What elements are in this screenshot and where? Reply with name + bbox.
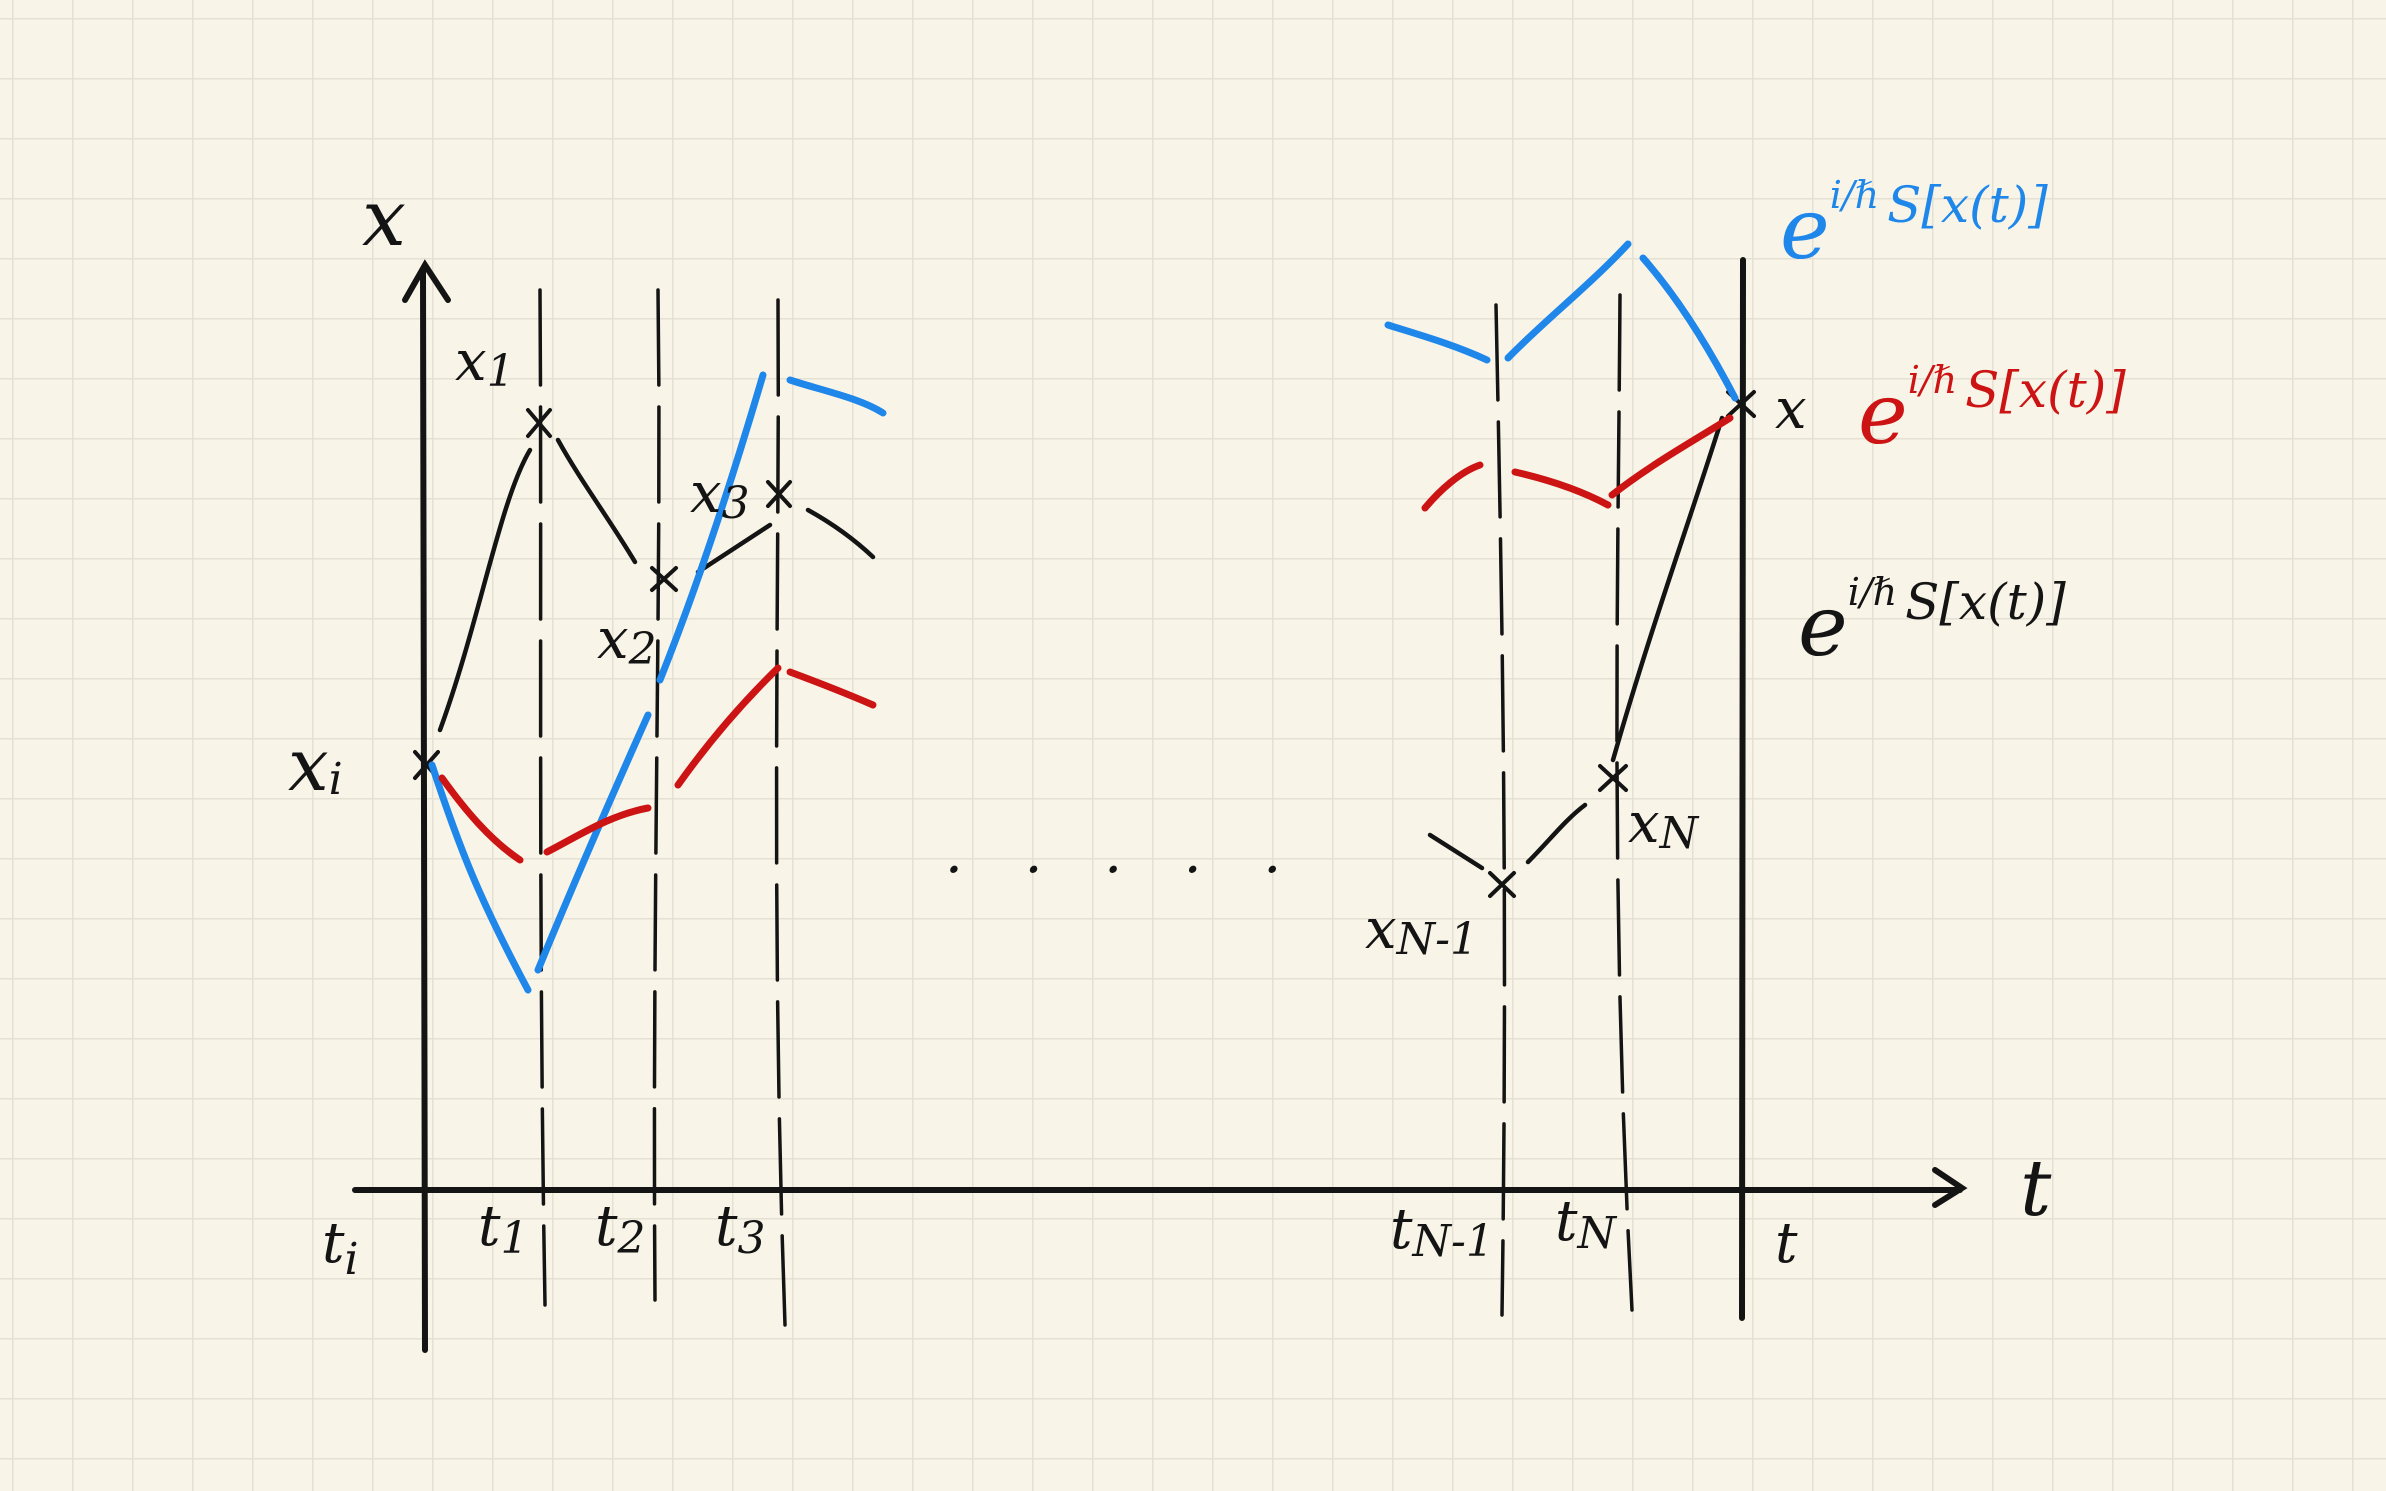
x2-base: x	[597, 607, 629, 672]
xN-1-sub: N-1	[1396, 914, 1478, 965]
red-path	[438, 414, 1734, 864]
blue-exp-action: S[x(t)]	[1887, 176, 2048, 234]
x-axis-arrow	[402, 259, 451, 303]
black-path-seg-4	[805, 507, 876, 560]
black-exp-base: e	[1798, 577, 1848, 675]
xN-1-label: xN-1	[1365, 897, 1478, 965]
black-path-seg-2	[555, 437, 638, 565]
black-path-seg-7	[1610, 415, 1725, 763]
x-i-base: x	[288, 723, 329, 807]
ellipsis: . . . . .	[945, 821, 1303, 886]
black-path-seg-6	[1525, 802, 1588, 865]
t-i-label: ti	[322, 1211, 359, 1285]
tN-1-sub: N-1	[1412, 1216, 1494, 1267]
x2-marker	[650, 566, 678, 592]
t3-base: t	[715, 1194, 738, 1259]
blue-path-seg-6	[1504, 240, 1632, 362]
time-slice-t1	[538, 288, 547, 1307]
red-path-seg-2	[543, 804, 652, 856]
x-i-label: xi	[288, 723, 343, 807]
black-path-seg-1	[437, 447, 533, 733]
time-slices	[538, 288, 1634, 1327]
time-slice-tN-1	[1494, 303, 1507, 1317]
black-path-seg-5	[1427, 832, 1485, 871]
tN-base: t	[1555, 1189, 1578, 1254]
t-axis-arrow	[1932, 1167, 1968, 1208]
blue-phase-factor: ei/ℏ S[x(t)]	[1780, 173, 2048, 278]
xN-1-marker	[1488, 871, 1516, 898]
blue-path-seg-1	[428, 761, 532, 994]
xN-1-base: x	[1365, 897, 1397, 962]
red-exp-base: e	[1858, 365, 1908, 463]
x1-base: x	[455, 329, 487, 394]
time-slice-t3	[774, 298, 787, 1327]
t-i-sub: i	[345, 1234, 359, 1285]
final-time-line	[1739, 257, 1746, 1321]
t2-base: t	[595, 1194, 618, 1259]
red-path-seg-5	[1421, 461, 1484, 512]
black-path	[437, 415, 1725, 871]
x2-label: x2	[597, 607, 657, 675]
black-path-seg-3	[695, 522, 773, 575]
x3-sub: 3	[722, 478, 750, 529]
t1-base: t	[478, 1194, 501, 1259]
x-i-sub: i	[329, 754, 343, 805]
black-exp-superscript: i/ℏ	[1848, 570, 1897, 614]
time-slice-t2	[652, 288, 661, 1302]
time-slice-tN	[1615, 293, 1634, 1312]
t2-label: t2	[595, 1194, 646, 1264]
black-phase-factor: ei/ℏ S[x(t)]	[1798, 570, 2066, 675]
blue-path-seg-5	[1384, 321, 1491, 364]
red-path-seg-4	[786, 668, 877, 709]
red-path-seg-6	[1511, 468, 1612, 509]
red-exp-superscript: i/ℏ	[1908, 358, 1957, 402]
x1-label: x1	[455, 329, 515, 397]
x-axis-label: x	[362, 174, 406, 264]
blue-path-seg-2	[534, 711, 652, 974]
xN-marker	[1598, 764, 1628, 792]
x1-sub: 1	[487, 346, 515, 397]
t1-sub: 1	[501, 1213, 529, 1264]
blue-path-seg-3	[656, 371, 767, 684]
blue-path-seg-4	[786, 376, 887, 417]
tN-sub: N	[1577, 1208, 1618, 1259]
t-axis-label: t	[2020, 1144, 2052, 1234]
tN-label: tN	[1555, 1189, 1618, 1259]
tN-1-base: t	[1390, 1197, 1413, 1262]
t1-label: t1	[478, 1194, 529, 1264]
t3-label: t3	[715, 1194, 766, 1264]
t-i-base: t	[322, 1211, 345, 1276]
x3-marker	[766, 480, 792, 508]
x1-marker	[526, 408, 552, 438]
x2-sub: 2	[628, 624, 657, 675]
red-path-seg-3	[674, 664, 782, 789]
red-path-seg-7	[1608, 414, 1734, 499]
blue-path-seg-7	[1639, 254, 1739, 402]
red-path-seg-1	[438, 774, 524, 864]
blue-path	[428, 240, 1739, 994]
x3-label: x3	[690, 461, 750, 529]
red-exp-action: S[x(t)]	[1965, 361, 2126, 419]
x3-base: x	[690, 461, 722, 526]
t2-sub: 2	[617, 1213, 646, 1264]
xN-base: x	[1628, 791, 1660, 856]
black-exp-action: S[x(t)]	[1905, 573, 2066, 631]
t3-sub: 3	[738, 1213, 766, 1264]
xN-sub: N	[1659, 808, 1700, 859]
t-final-label: t	[1775, 1211, 1798, 1276]
tN-1-label: tN-1	[1390, 1197, 1494, 1267]
xN-label: xN	[1628, 791, 1700, 859]
blue-exp-base: e	[1780, 180, 1830, 278]
blue-exp-superscript: i/ℏ	[1830, 173, 1879, 217]
x-final-label: x	[1775, 377, 1807, 442]
x-axis	[420, 267, 428, 1353]
red-phase-factor: ei/ℏ S[x(t)]	[1858, 358, 2126, 463]
axes	[352, 257, 1968, 1353]
